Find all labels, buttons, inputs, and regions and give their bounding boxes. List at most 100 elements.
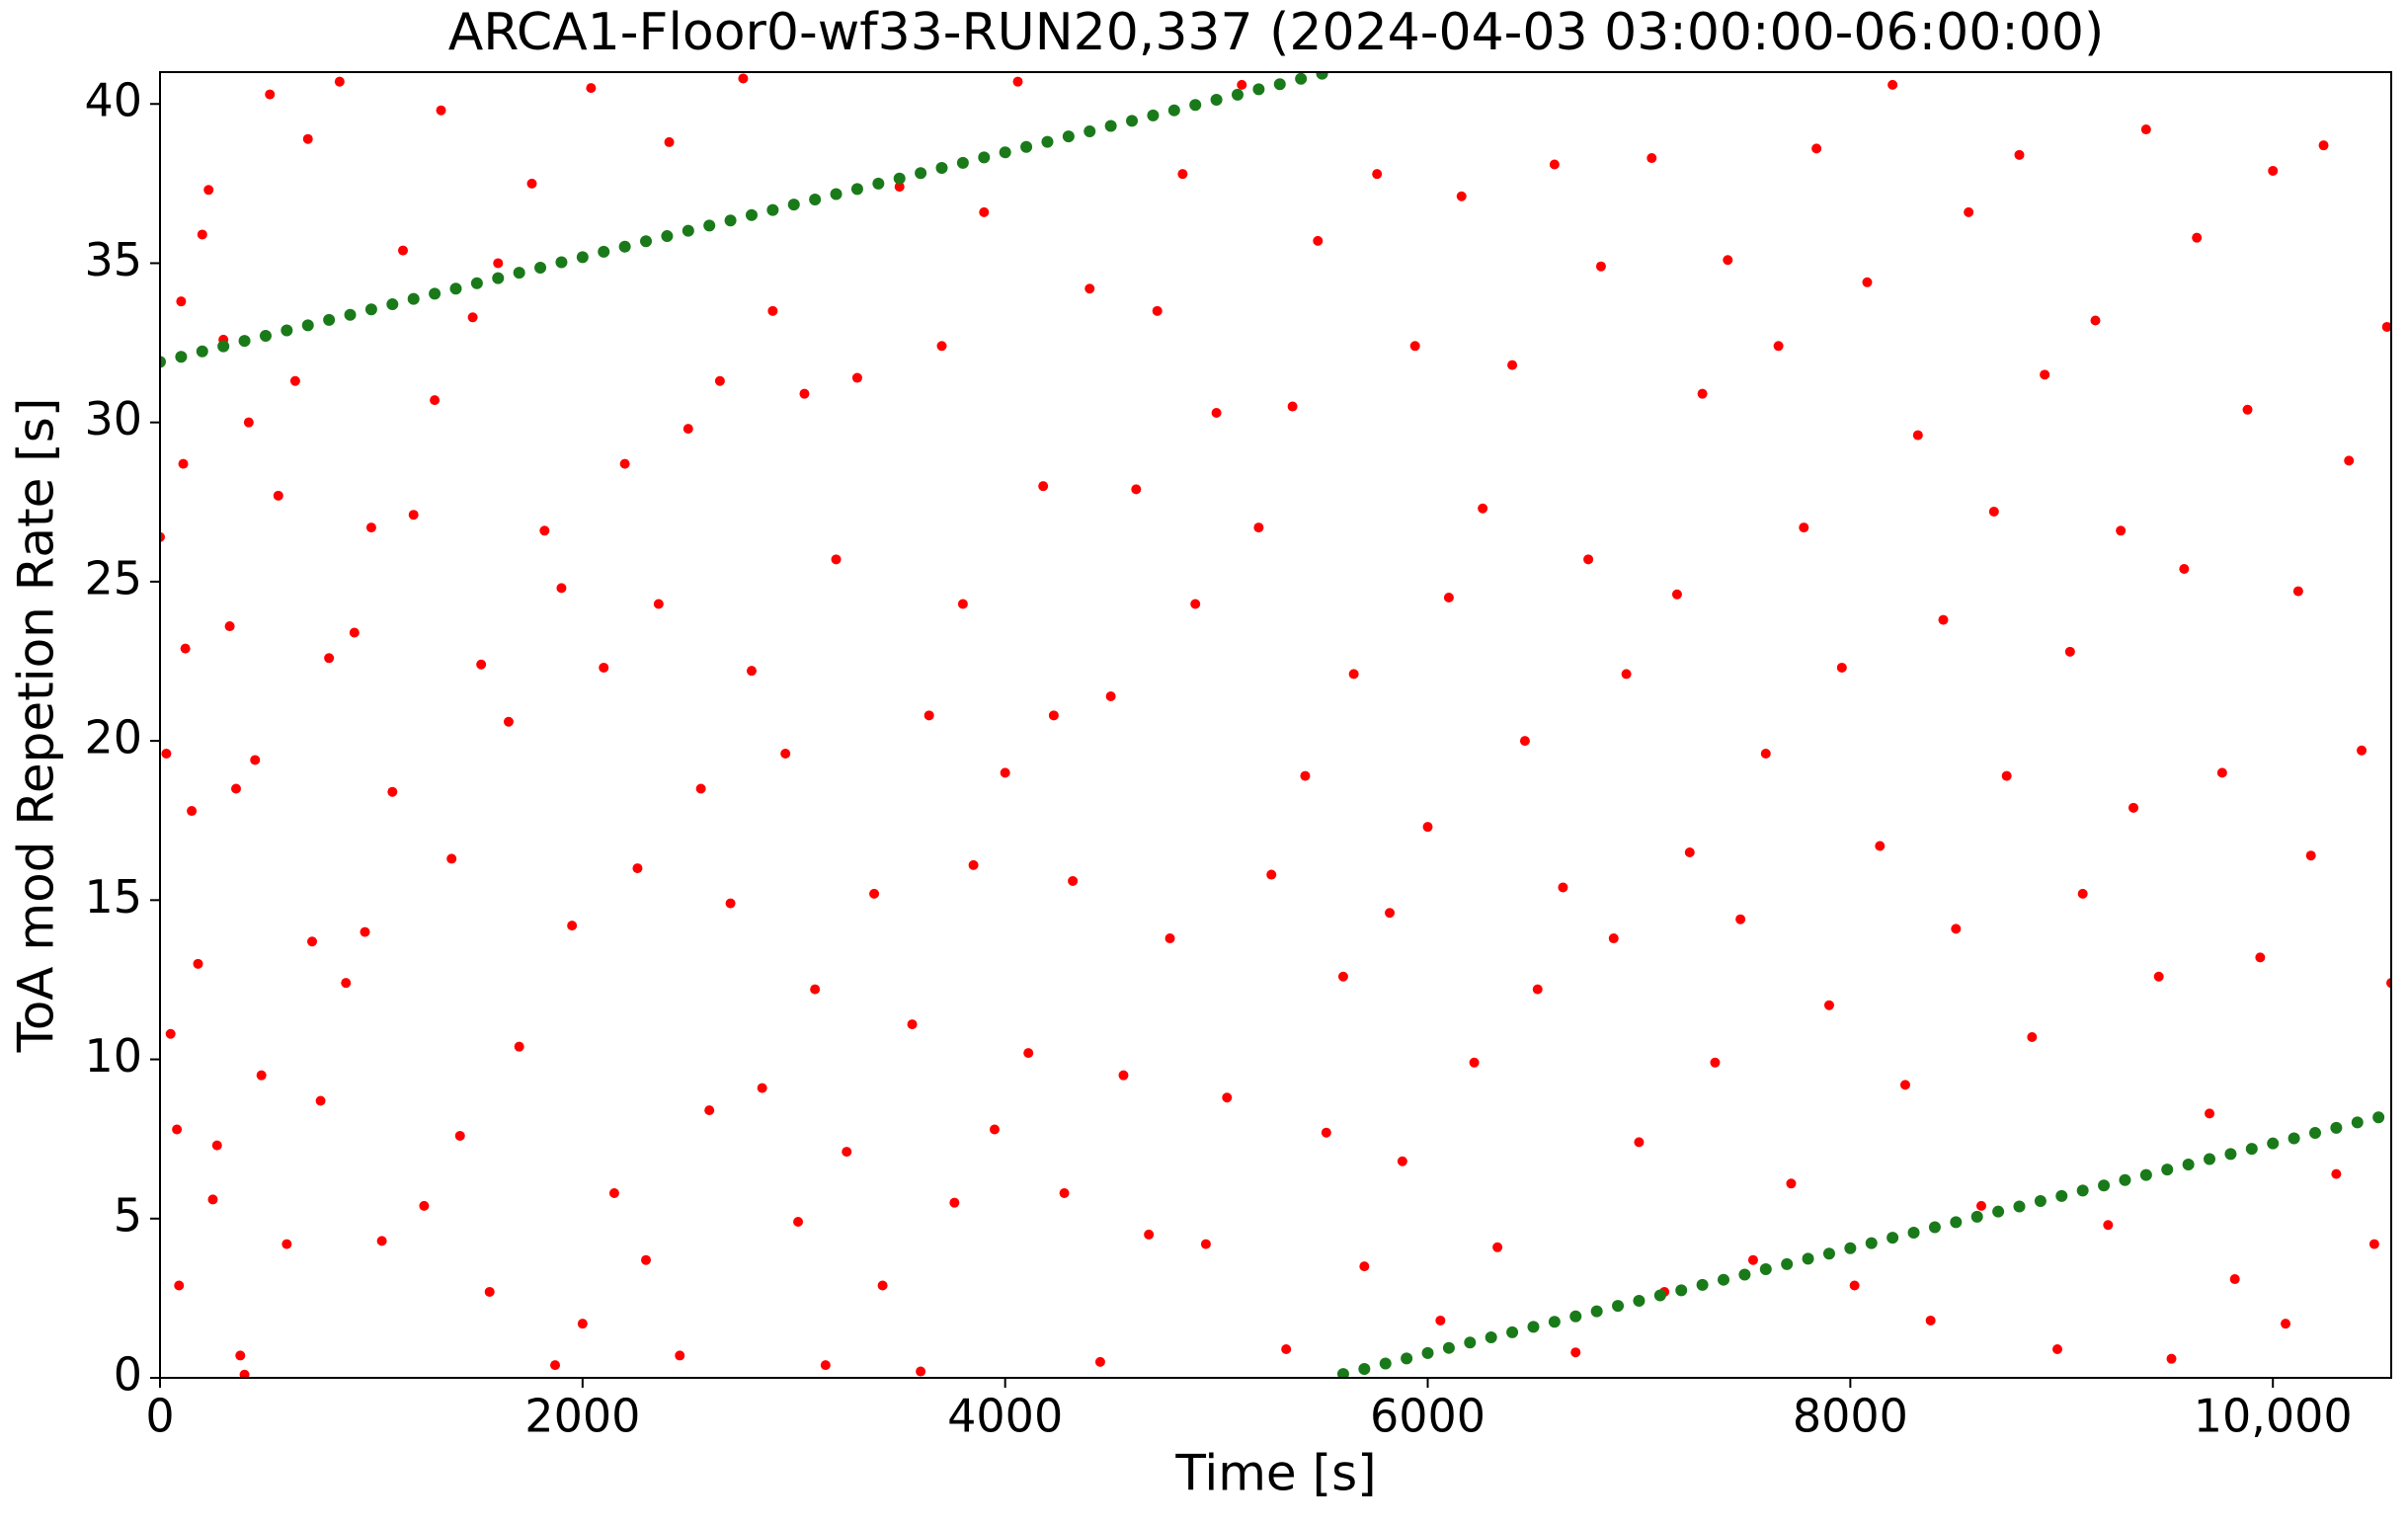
point [1760, 749, 1771, 760]
point [1718, 1273, 1730, 1286]
point [259, 329, 272, 342]
point [2034, 1195, 2047, 1208]
point [979, 206, 990, 217]
point [1907, 1226, 1920, 1239]
x-tick-label: 6000 [1370, 1390, 1485, 1443]
point [1359, 1261, 1370, 1272]
point [1379, 1357, 1392, 1370]
point [1147, 109, 1160, 121]
point [1747, 1254, 1758, 1265]
point [539, 525, 550, 536]
point [799, 388, 810, 399]
point [1887, 79, 1898, 90]
point [1442, 1341, 1455, 1354]
point [738, 73, 749, 84]
point [1527, 1321, 1540, 1333]
point [2055, 1189, 2068, 1202]
point [1970, 1210, 1983, 1223]
point [419, 1200, 430, 1211]
point [193, 958, 203, 969]
point [1062, 130, 1075, 143]
point [235, 1350, 246, 1361]
point [1975, 1200, 1986, 1211]
x-tick-label: 10,000 [2194, 1390, 2353, 1443]
point [1348, 669, 1359, 680]
point [2368, 1239, 2379, 1249]
point [1646, 153, 1657, 164]
point [1844, 1242, 1857, 1254]
point [470, 277, 483, 289]
point [273, 490, 283, 501]
y-tick-label: 30 [84, 392, 142, 445]
point [2204, 1153, 2216, 1165]
point [1621, 669, 1632, 680]
point [513, 267, 525, 280]
point [1738, 1268, 1751, 1281]
point [664, 136, 675, 147]
point [175, 351, 188, 363]
point [1000, 767, 1010, 778]
point [1697, 388, 1708, 399]
point [915, 167, 927, 180]
point [243, 417, 254, 428]
point [256, 1070, 267, 1081]
point [949, 1197, 960, 1208]
x-axis-label: Time [s] [1174, 1445, 1376, 1502]
point [1928, 1221, 1941, 1234]
point [387, 786, 398, 797]
point [429, 287, 441, 300]
point [916, 1366, 926, 1377]
point [1281, 1343, 1292, 1354]
point [1899, 1080, 1910, 1090]
point [503, 716, 514, 727]
point [2140, 124, 2151, 135]
point [661, 230, 674, 243]
point [2305, 850, 2316, 861]
point [2224, 1148, 2237, 1161]
point [1237, 79, 1247, 90]
point [2014, 149, 2025, 160]
point [780, 749, 791, 760]
y-tick-label: 5 [114, 1188, 142, 1242]
point [957, 599, 968, 609]
point [1401, 1352, 1413, 1365]
point [1385, 908, 1396, 919]
point [2090, 315, 2101, 326]
point [1210, 94, 1223, 107]
point [682, 224, 694, 237]
point [1988, 506, 1999, 517]
point [1409, 341, 1420, 352]
point [2330, 1121, 2343, 1134]
point [1253, 522, 1264, 533]
point [344, 308, 357, 321]
point [2267, 1137, 2280, 1150]
point [514, 1041, 524, 1052]
point [376, 1236, 387, 1246]
point [608, 1187, 619, 1198]
point [586, 83, 597, 94]
point [1456, 191, 1467, 201]
chart-title: ARCA1-Floor0-wf33-RUN20,337 (2024-04-03 … [448, 3, 2105, 62]
point [1532, 984, 1543, 995]
point [703, 219, 716, 232]
point [1781, 1257, 1794, 1270]
point [1105, 690, 1116, 701]
point [323, 313, 336, 326]
point [1435, 1315, 1446, 1325]
point [820, 1360, 831, 1371]
point [1104, 120, 1117, 132]
point [1675, 1284, 1688, 1297]
x-tick-label: 2000 [524, 1390, 640, 1443]
point [682, 424, 693, 435]
point [1023, 1048, 1034, 1059]
point [484, 1286, 495, 1297]
point [1167, 104, 1180, 117]
point [1886, 1232, 1899, 1245]
point [1696, 1278, 1709, 1291]
point [165, 1028, 176, 1039]
point [2357, 745, 2368, 756]
point [1823, 1000, 1834, 1010]
point [2192, 232, 2203, 243]
point [231, 783, 242, 794]
point [364, 303, 377, 316]
